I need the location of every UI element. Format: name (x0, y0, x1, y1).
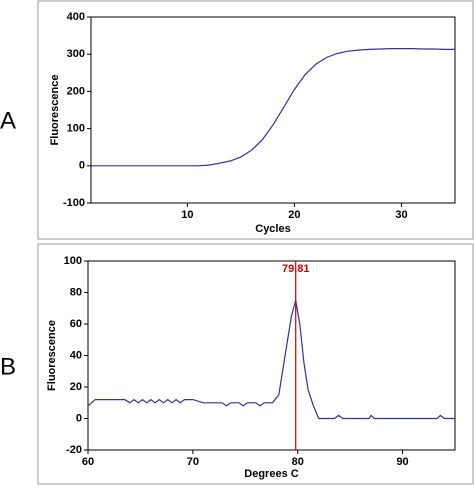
y-tick-label: 400 (67, 11, 85, 23)
panel-frame (37, 0, 474, 240)
panel-frame (37, 243, 474, 485)
y-axis-label: Fluorescence (49, 75, 61, 146)
x-tick-label: 20 (288, 209, 300, 221)
x-tick-label: 90 (396, 456, 408, 468)
marker-label: 79.81 (282, 263, 310, 275)
panel-letter: A (0, 107, 16, 134)
y-tick-label: 40 (70, 349, 82, 361)
y-tick-label: 20 (70, 381, 82, 393)
panel-letter: B (0, 353, 16, 380)
plot-area (90, 16, 456, 204)
y-tick-label: 0 (76, 412, 82, 424)
plot-area (87, 260, 456, 451)
x-tick-label: 70 (187, 456, 199, 468)
y-tick-label: 80 (70, 286, 82, 298)
x-tick-label: 30 (395, 209, 407, 221)
y-tick-label: 100 (64, 255, 82, 267)
y-tick-label: 0 (79, 160, 85, 172)
x-axis-label: Cycles (255, 223, 290, 235)
x-axis-label: Degrees C (244, 468, 298, 480)
y-tick-label: 60 (70, 318, 82, 330)
y-tick-label: 300 (67, 48, 85, 60)
y-tick-label: -20 (66, 444, 82, 456)
y-axis-label: Fluorescence (46, 320, 58, 391)
y-tick-label: 100 (67, 123, 85, 135)
data-line (87, 300, 455, 420)
data-line (91, 48, 455, 167)
x-tick-label: 10 (181, 209, 193, 221)
y-tick-label: -100 (63, 197, 85, 209)
x-tick-label: 80 (292, 456, 304, 468)
y-tick-label: 200 (67, 85, 85, 97)
x-tick-label: 60 (82, 456, 94, 468)
